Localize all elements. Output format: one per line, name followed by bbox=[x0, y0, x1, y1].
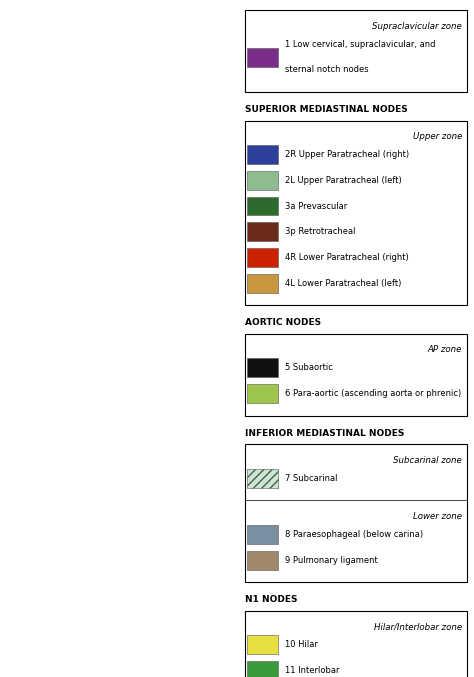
Text: 2L Upper Paratracheal (left): 2L Upper Paratracheal (left) bbox=[285, 176, 402, 185]
Text: INFERIOR MEDIASTINAL NODES: INFERIOR MEDIASTINAL NODES bbox=[245, 429, 404, 438]
Bar bbox=[245, 334, 467, 416]
Bar bbox=[247, 171, 278, 190]
Text: 1 Low cervical, supraclavicular, and: 1 Low cervical, supraclavicular, and bbox=[285, 40, 436, 49]
Text: 7 Subcarinal: 7 Subcarinal bbox=[285, 474, 337, 483]
Bar bbox=[247, 550, 278, 569]
Text: Lower zone: Lower zone bbox=[413, 512, 462, 521]
Text: N1 NODES: N1 NODES bbox=[245, 595, 298, 605]
Text: AP zone: AP zone bbox=[428, 345, 462, 354]
Bar bbox=[245, 121, 467, 305]
Text: 8 Paraesophageal (below carina): 8 Paraesophageal (below carina) bbox=[285, 530, 423, 539]
Text: 11 Interlobar: 11 Interlobar bbox=[285, 666, 340, 675]
Bar bbox=[247, 635, 278, 654]
Text: 5 Subaortic: 5 Subaortic bbox=[285, 364, 333, 372]
Text: Supraclavicular zone: Supraclavicular zone bbox=[373, 22, 462, 30]
Text: 10 Hilar: 10 Hilar bbox=[285, 640, 318, 649]
Text: 2R Upper Paratracheal (right): 2R Upper Paratracheal (right) bbox=[285, 150, 409, 159]
Bar bbox=[245, 10, 467, 92]
Bar bbox=[247, 145, 278, 164]
Text: 3a Prevascular: 3a Prevascular bbox=[285, 202, 347, 211]
Text: Hilar/Interlobar zone: Hilar/Interlobar zone bbox=[374, 622, 462, 631]
Bar bbox=[247, 661, 278, 677]
Text: 3p Retrotracheal: 3p Retrotracheal bbox=[285, 227, 356, 236]
Bar bbox=[247, 274, 278, 292]
Text: SUPERIOR MEDIASTINAL NODES: SUPERIOR MEDIASTINAL NODES bbox=[245, 105, 408, 114]
Text: Subcarinal zone: Subcarinal zone bbox=[393, 456, 462, 464]
Text: AORTIC NODES: AORTIC NODES bbox=[245, 318, 321, 328]
Bar bbox=[247, 196, 278, 215]
Bar bbox=[247, 358, 278, 377]
Bar bbox=[247, 468, 278, 487]
Bar bbox=[247, 222, 278, 241]
Text: 6 Para-aortic (ascending aorta or phrenic): 6 Para-aortic (ascending aorta or phreni… bbox=[285, 389, 461, 398]
Bar bbox=[247, 248, 278, 267]
Text: Upper zone: Upper zone bbox=[413, 132, 462, 141]
Text: 4L Lower Paratracheal (left): 4L Lower Paratracheal (left) bbox=[285, 279, 401, 288]
Bar bbox=[245, 444, 467, 582]
Text: 9 Pulmonary ligament: 9 Pulmonary ligament bbox=[285, 556, 378, 565]
Bar bbox=[247, 525, 278, 544]
Text: 4R Lower Paratracheal (right): 4R Lower Paratracheal (right) bbox=[285, 253, 409, 262]
Bar bbox=[245, 611, 467, 677]
Bar bbox=[247, 384, 278, 403]
Text: sternal notch nodes: sternal notch nodes bbox=[285, 66, 369, 74]
Bar bbox=[247, 47, 278, 66]
